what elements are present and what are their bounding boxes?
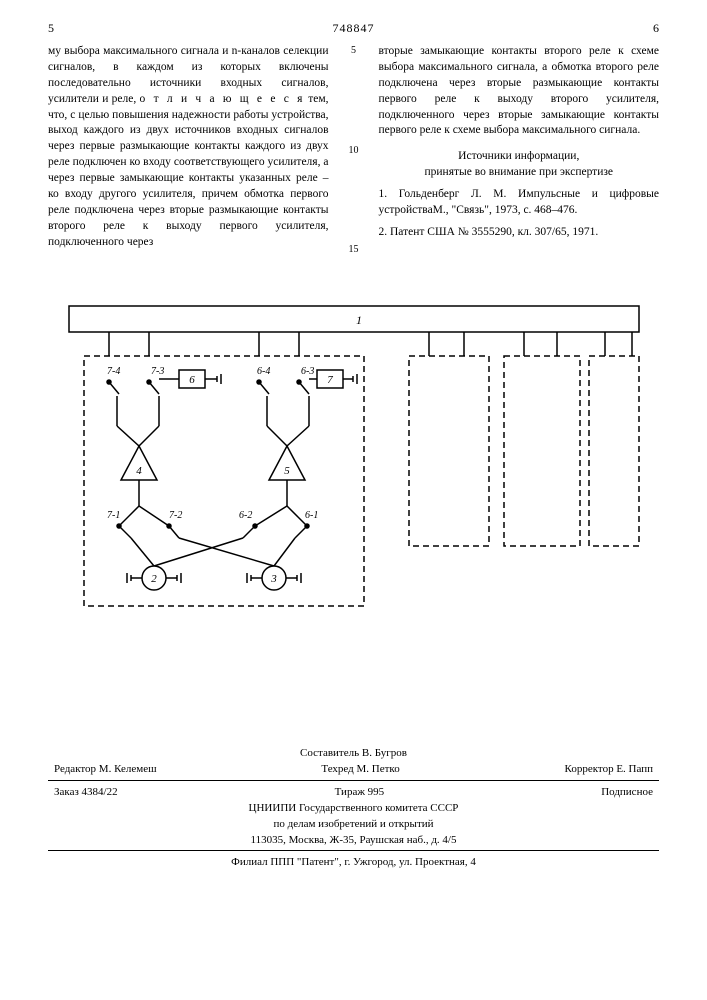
svg-text:7: 7 [327, 374, 333, 386]
bus-label: 1 [356, 313, 362, 327]
line-number: 15 [345, 243, 363, 257]
right-column: вторые замыкающие контакты второго реле … [379, 44, 660, 256]
svg-text:6-1: 6-1 [305, 510, 318, 521]
page-num-right: 6 [653, 20, 659, 36]
svg-text:7-1: 7-1 [107, 510, 120, 521]
page-header: 5 748847 6 [48, 20, 659, 36]
references-title: Источники информации, принятые во вниман… [379, 149, 660, 181]
branch-line: Филиал ППП "Патент", г. Ужгород, ул. Про… [48, 855, 659, 870]
svg-text:6-4: 6-4 [257, 366, 270, 377]
svg-text:6: 6 [189, 374, 195, 386]
line-number-gutter: 5 10 15 [345, 44, 363, 256]
print-run: Тираж 995 [335, 785, 385, 800]
order-number: Заказ 4384/22 [54, 785, 118, 800]
svg-text:6-3: 6-3 [301, 366, 314, 377]
svg-text:7-2: 7-2 [169, 510, 182, 521]
figure-container: 1 7-4 7-3 6-4 6-3 6 7 [48, 296, 659, 616]
editor: Редактор М. Келемеш [54, 762, 157, 777]
svg-text:7-3: 7-3 [151, 366, 164, 377]
svg-text:7-4: 7-4 [107, 366, 120, 377]
address-line: 113035, Москва, Ж-35, Раушская наб., д. … [48, 833, 659, 848]
compiler-line: Составитель В. Бугров [48, 746, 659, 761]
text-run: тем, что, с целью повышения надежности р… [48, 93, 329, 248]
order-row: Заказ 4384/22 Тираж 995 Подписное [48, 785, 659, 800]
reference-item: 1. Гольденберг Л. М. Импульсные и цифров… [379, 187, 660, 219]
text-spaced: о т л и ч а ю щ е е с я [140, 93, 305, 105]
paragraph: вторые замыкающие контакты второго реле … [379, 44, 660, 139]
subscription: Подписное [601, 785, 653, 800]
org-line: ЦНИИПИ Государственного комитета СССР [48, 801, 659, 816]
corrector: Корректор Е. Папп [565, 762, 653, 777]
svg-text:4: 4 [136, 465, 142, 477]
tech-editor: Техред М. Петко [321, 762, 399, 777]
editor-row: Редактор М. Келемеш Техред М. Петко Корр… [48, 762, 659, 777]
line-number: 5 [345, 44, 363, 58]
svg-text:3: 3 [270, 573, 277, 585]
text-columns: му выбора максимального сигнала и n‑кана… [48, 44, 659, 256]
svg-text:6-2: 6-2 [239, 510, 252, 521]
imprint-footer: Составитель В. Бугров Редактор М. Келеме… [48, 746, 659, 870]
paragraph: му выбора максимального сигнала и n‑кана… [48, 44, 329, 250]
svg-text:2: 2 [151, 573, 157, 585]
left-column: му выбора максимального сигнала и n‑кана… [48, 44, 329, 256]
svg-text:5: 5 [284, 465, 290, 477]
patent-number: 748847 [54, 20, 653, 36]
org-line: по делам изобретений и открытий [48, 817, 659, 832]
line-number: 10 [345, 144, 363, 158]
circuit-diagram: 1 7-4 7-3 6-4 6-3 6 7 [59, 296, 649, 616]
reference-item: 2. Патент США № 3555290, кл. 307/65, 197… [379, 225, 660, 241]
